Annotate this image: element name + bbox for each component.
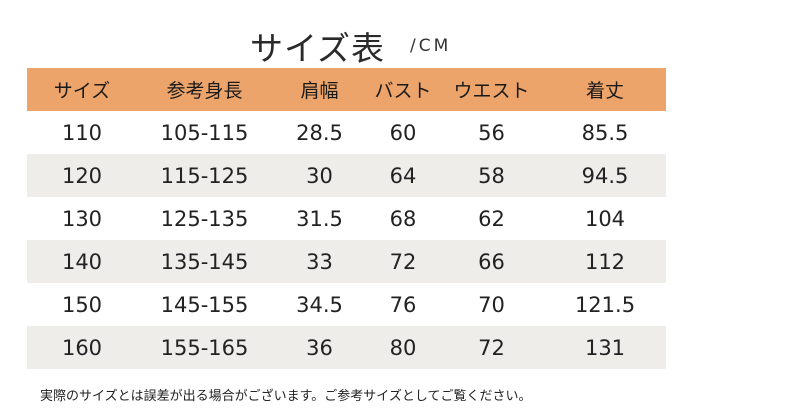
header-size: サイズ: [53, 80, 111, 102]
cell-height: 155-165: [160, 335, 249, 360]
cell-size: 130: [61, 206, 103, 231]
table-header-row: サイズ 参考身長 肩幅 バスト ウエスト 着丈: [27, 68, 666, 111]
cell-shoulder: 28.5: [296, 120, 343, 145]
table-row: 120 115-125 30 64 58 94.5: [27, 154, 666, 197]
header-height: 参考身長: [166, 80, 243, 102]
cell-height: 105-115: [160, 120, 249, 145]
cell-waist: 72: [478, 335, 505, 360]
unit-label: /CM: [410, 36, 452, 56]
cell-waist: 66: [478, 249, 505, 274]
cell-waist: 56: [478, 120, 505, 145]
page-title: サイズ表: [250, 29, 386, 68]
cell-height: 135-145: [160, 249, 249, 274]
cell-bust: 64: [389, 163, 417, 188]
cell-shoulder: 30: [306, 163, 333, 188]
cell-waist: 70: [478, 292, 505, 317]
cell-size: 140: [61, 249, 103, 274]
cell-size: 160: [61, 335, 103, 360]
header-bust: バスト: [374, 80, 432, 102]
header-length: 着丈: [585, 80, 624, 102]
cell-length: 85.5: [581, 120, 629, 145]
header-shoulder: 肩幅: [300, 80, 339, 102]
cell-length: 94.5: [581, 163, 629, 188]
cell-size: 110: [61, 120, 103, 145]
size-disclaimer-note: 実際のサイズとは誤差が出る場合がございます。ご参考サイズとしてご覧ください。: [40, 389, 532, 404]
cell-waist: 62: [478, 206, 505, 231]
table-row: 140 135-145 33 72 66 112: [27, 240, 666, 283]
cell-shoulder: 31.5: [296, 206, 343, 231]
cell-size: 120: [61, 163, 103, 188]
cell-bust: 68: [389, 206, 417, 231]
cell-shoulder: 33: [306, 249, 333, 274]
cell-shoulder: 34.5: [296, 292, 343, 317]
table-row: 160 155-165 36 80 72 131: [27, 326, 666, 369]
cell-bust: 72: [389, 249, 417, 274]
table-row: 130 125-135 31.5 68 62 104: [27, 197, 666, 240]
table-row: 110 105-115 28.5 60 56 85.5: [27, 111, 666, 154]
cell-height: 145-155: [160, 292, 249, 317]
header-waist: ウエスト: [453, 80, 530, 102]
cell-bust: 80: [389, 335, 417, 360]
cell-shoulder: 36: [306, 335, 333, 360]
cell-waist: 58: [478, 163, 505, 188]
cell-height: 125-135: [160, 206, 249, 231]
cell-length: 121.5: [574, 292, 636, 317]
cell-bust: 60: [389, 120, 417, 145]
cell-length: 104: [584, 206, 626, 231]
size-table: サイズ 参考身長 肩幅 バスト ウエスト 着丈 110 105-115 28.5…: [27, 68, 666, 369]
cell-length: 112: [584, 249, 626, 274]
cell-bust: 76: [389, 292, 417, 317]
cell-height: 115-125: [160, 163, 249, 188]
cell-size: 150: [61, 292, 103, 317]
cell-length: 131: [584, 335, 626, 360]
table-row: 150 145-155 34.5 76 70 121.5: [27, 283, 666, 326]
